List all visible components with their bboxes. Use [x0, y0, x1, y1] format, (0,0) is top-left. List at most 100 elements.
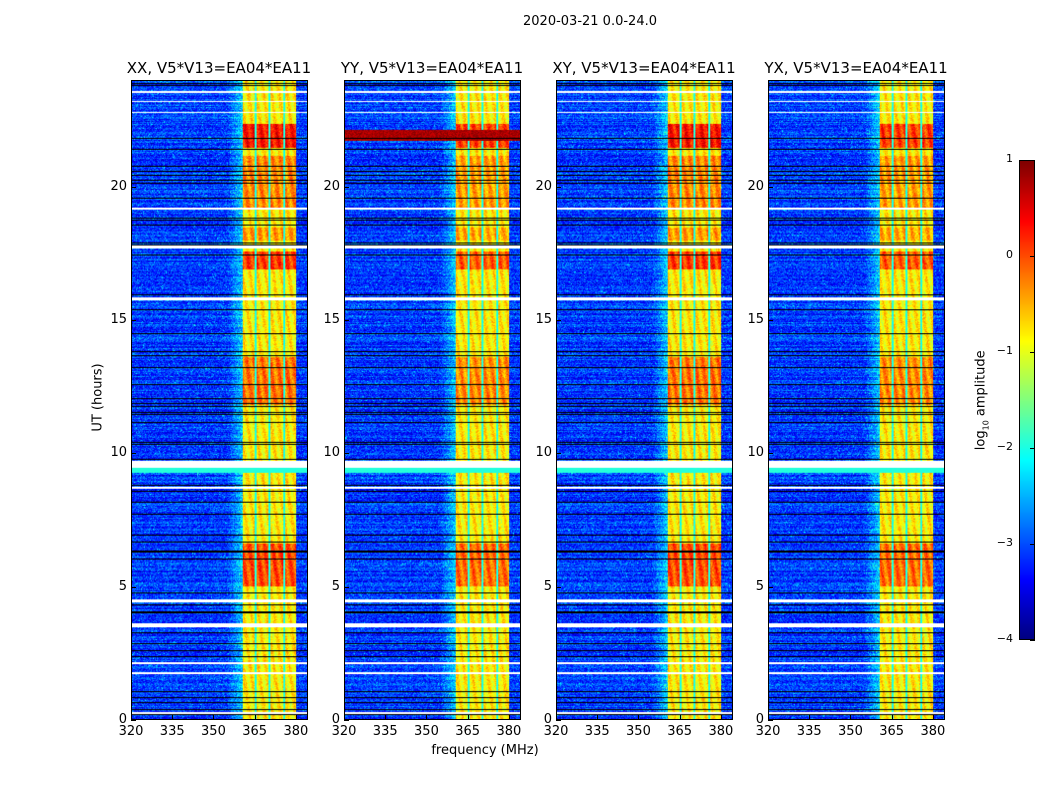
y-tick-mark	[344, 720, 349, 721]
spectrogram-panel-yy	[344, 80, 521, 720]
colorbar-tick-mark	[1030, 448, 1035, 449]
y-tick-mark	[131, 453, 136, 455]
y-tick-label: 5	[118, 578, 127, 594]
x-tick-mark	[172, 715, 174, 720]
x-tick-mark	[768, 715, 769, 720]
colorbar-tick-label: −4	[996, 632, 1013, 645]
y-tick-mark	[344, 586, 349, 588]
x-tick-mark	[556, 715, 557, 720]
x-tick-label: 380	[496, 724, 522, 739]
x-tick-label: 365	[242, 724, 268, 739]
x-tick-label: 380	[708, 724, 734, 739]
colorbar-tick-label: −1	[996, 344, 1013, 357]
y-tick-mark	[131, 186, 136, 188]
colorbar-label-rest: amplitude	[973, 350, 989, 421]
y-tick-mark	[131, 320, 136, 321]
figure-title: 2020-03-21 0.0-24.0	[523, 14, 657, 29]
y-tick-label: 0	[118, 712, 127, 727]
x-tick-mark	[344, 715, 345, 720]
x-tick-mark	[679, 715, 681, 720]
panel-title: XX, V5*V13=EA04*EA11	[126, 59, 312, 77]
y-tick-mark	[768, 453, 773, 455]
y-tick-mark	[344, 453, 349, 455]
y-tick-mark	[131, 720, 136, 721]
x-tick-label: 350	[414, 724, 439, 739]
y-tick-mark	[556, 186, 561, 188]
x-tick-label: 365	[667, 724, 693, 739]
x-tick-label: 335	[372, 724, 398, 739]
colorbar-tick-label: −2	[996, 440, 1013, 453]
x-tick-label: 380	[283, 724, 309, 739]
colorbar-tick-mark	[1030, 256, 1035, 257]
y-tick-mark	[768, 186, 773, 188]
y-tick-label: 0	[755, 712, 764, 727]
y-tick-label: 20	[747, 178, 764, 194]
x-tick-label: 365	[455, 724, 481, 739]
y-tick-mark	[131, 586, 136, 588]
x-tick-mark	[597, 715, 599, 720]
y-tick-mark	[768, 720, 773, 721]
x-tick-mark	[385, 715, 387, 720]
spectrogram-panel-xy	[556, 80, 733, 720]
x-tick-mark	[891, 715, 893, 720]
x-tick-label: 320	[331, 724, 357, 739]
x-tick-label: 380	[920, 724, 946, 739]
x-tick-mark	[809, 715, 811, 720]
panel-title: YY, V5*V13=EA04*EA11	[340, 59, 524, 77]
colorbar	[1019, 160, 1035, 640]
y-tick-mark	[344, 186, 349, 188]
y-tick-label: 15	[535, 312, 552, 327]
x-tick-mark	[426, 715, 428, 720]
x-tick-label: 335	[796, 724, 822, 739]
y-tick-mark	[556, 586, 561, 588]
y-tick-mark	[344, 320, 349, 321]
y-tick-label: 20	[323, 178, 340, 194]
x-tick-mark	[932, 715, 934, 720]
y-tick-label: 5	[755, 578, 764, 594]
x-tick-mark	[720, 715, 722, 720]
panel-title: YX, V5*V13=EA04*EA11	[764, 59, 948, 77]
x-tick-label: 335	[584, 724, 610, 739]
colorbar-tick-mark	[1030, 544, 1035, 545]
x-tick-mark	[638, 715, 640, 720]
x-tick-mark	[213, 715, 215, 720]
x-tick-label: 320	[543, 724, 569, 739]
x-tick-label: 350	[626, 724, 651, 739]
y-tick-mark	[768, 586, 773, 588]
y-tick-label: 15	[110, 312, 127, 327]
colorbar-tick-mark	[1030, 160, 1035, 161]
x-tick-mark	[254, 715, 256, 720]
y-tick-mark	[556, 720, 561, 721]
panel-title: XY, V5*V13=EA04*EA11	[552, 59, 736, 77]
x-tick-label: 350	[838, 724, 863, 739]
colorbar-tick-mark	[1030, 352, 1035, 353]
spectrogram-panel-xx	[131, 80, 308, 720]
colorbar-tick-label: 0	[1006, 248, 1013, 261]
spectrogram-panel-yx	[768, 80, 945, 720]
x-tick-mark	[850, 715, 852, 720]
y-axis-label: UT (hours)	[90, 363, 106, 432]
x-tick-label: 335	[159, 724, 185, 739]
y-tick-label: 10	[110, 445, 127, 461]
y-tick-label: 0	[331, 712, 340, 727]
x-tick-mark	[131, 715, 132, 720]
x-tick-label: 320	[118, 724, 144, 739]
x-tick-mark	[295, 715, 297, 720]
y-tick-label: 15	[323, 312, 340, 327]
y-tick-label: 0	[543, 712, 552, 727]
colorbar-label-sub: 10	[981, 420, 991, 431]
y-tick-label: 20	[110, 178, 127, 194]
x-tick-label: 350	[201, 724, 226, 739]
x-tick-mark	[467, 715, 469, 720]
colorbar-tick-label: 1	[1006, 152, 1013, 165]
y-tick-label: 15	[747, 312, 764, 327]
x-axis-label: frequency (MHz)	[431, 743, 539, 758]
y-tick-mark	[556, 320, 561, 321]
y-tick-label: 10	[535, 445, 552, 461]
y-tick-label: 5	[543, 578, 552, 594]
y-tick-label: 5	[331, 578, 340, 594]
x-tick-label: 365	[879, 724, 905, 739]
colorbar-tick-mark	[1030, 640, 1035, 641]
x-tick-mark	[508, 715, 510, 720]
